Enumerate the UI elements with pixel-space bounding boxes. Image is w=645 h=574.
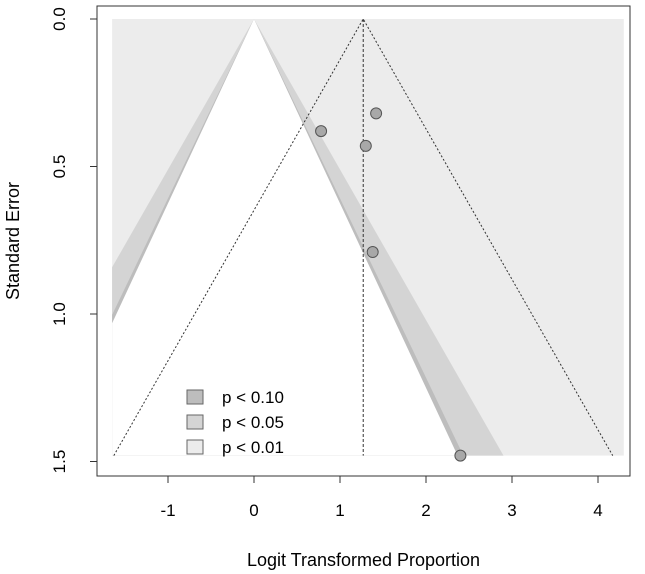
study-points <box>315 107 467 462</box>
x-tick-label: 2 <box>421 501 430 520</box>
y-axis-title: Standard Error <box>3 182 23 300</box>
region-nonsignificant <box>112 19 458 456</box>
x-tick-label: 3 <box>507 501 516 520</box>
x-axis-title: Logit Transformed Proportion <box>247 550 480 570</box>
legend-swatch <box>186 389 204 405</box>
x-tick-label: 1 <box>335 501 344 520</box>
legend-swatch <box>186 439 204 455</box>
legend-label: p < 0.10 <box>222 388 284 407</box>
legend-label: p < 0.05 <box>222 413 284 432</box>
x-tick-label: -1 <box>160 501 175 520</box>
legend: p < 0.10 p < 0.05 p < 0.01 <box>186 388 284 457</box>
y-tick-label: 1.0 <box>50 302 69 326</box>
study-point-3 <box>359 139 372 152</box>
plot-frame <box>96 5 631 477</box>
study-point-2 <box>370 107 383 120</box>
y-tick-label: 0.0 <box>50 7 69 31</box>
reference-lines <box>113 17 614 456</box>
x-tick-label: 0 <box>249 501 258 520</box>
x-tick-label: 4 <box>593 501 602 520</box>
study-point-5 <box>454 449 467 462</box>
contour-regions <box>112 19 624 456</box>
y-tick-label: 0.5 <box>50 155 69 179</box>
study-point-1 <box>315 125 328 138</box>
axes: -1 0 1 2 3 4 0.0 0.5 1.0 1.5 <box>50 5 631 520</box>
legend-label: p < 0.01 <box>222 438 284 457</box>
y-tick-label: 1.5 <box>50 450 69 474</box>
legend-swatch <box>186 414 204 430</box>
study-point-4 <box>366 246 379 259</box>
